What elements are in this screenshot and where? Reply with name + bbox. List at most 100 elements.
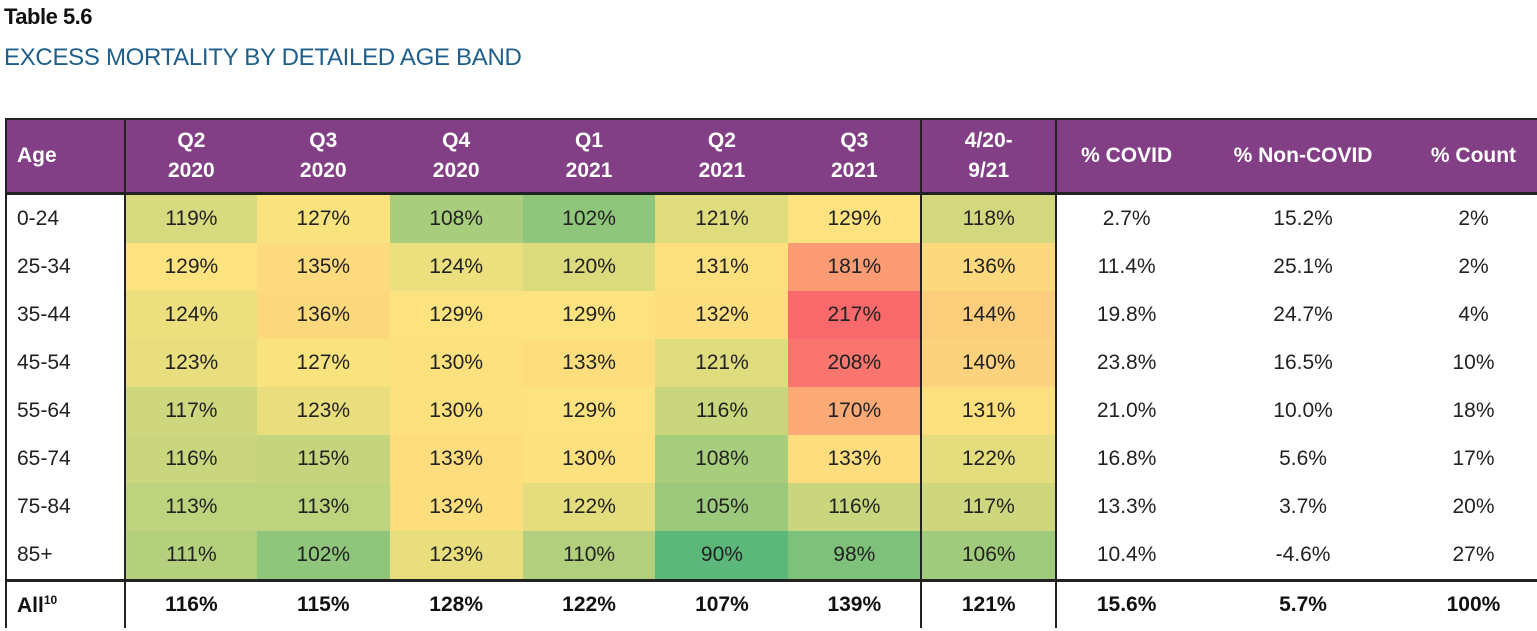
column-header-line2: 2020 [299,159,347,182]
heat-cell: 124% [124,291,257,339]
heat-cell: 131% [655,243,789,291]
pct-noncovid-cell: 5.6% [1279,447,1327,470]
pct-noncovid-cell: 15.2% [1273,207,1333,230]
heat-cell: 129% [522,387,656,435]
total-cell: 107% [655,579,789,628]
age-band: 55-64 [5,387,126,435]
column-header: Q2 2020 [124,119,257,194]
heat-cell: 132% [655,291,789,339]
total-label: All [17,593,44,617]
pct-count-cell: 17% [1452,447,1495,470]
pct-count-cell: 27% [1452,543,1495,566]
heat-cell: 123% [389,531,523,581]
column-header-line1: Q3 [309,129,338,152]
age-band: 65-74 [5,435,126,483]
age-band: 75-84 [5,483,126,531]
table-row: 0-24 119% 127% 108% 102% 121% 129% 118% 2.7% 15.2… [5,193,1537,243]
heat-cell: 136% [920,243,1058,291]
total-cell: 122% [522,579,656,628]
total-pct-covid: 15.6% [1056,579,1197,628]
column-header-line1: % Count [1430,144,1517,167]
pct-noncovid-cell: 16.5% [1273,351,1333,374]
table-row: 35-44 124% 136% 129% 129% 132% 217% 144% 19.8% 24… [5,291,1537,339]
table-row: 65-74 116% 115% 133% 130% 108% 133% 122% 16.8% 5.… [5,435,1537,483]
heat-cell: 108% [389,193,523,243]
column-header-line2: 2020 [168,159,215,182]
heat-cell: 117% [124,387,257,435]
heat-cell: 181% [788,243,922,291]
column-header: 4/20- 9/21 [920,119,1058,194]
heat-cell: 121% [655,339,789,387]
heat-cell: 102% [256,531,390,581]
pct-covid-cell: 16.8% [1096,447,1157,470]
heat-cell: 129% [389,291,523,339]
heat-cell: 130% [389,387,523,435]
column-header: % Non-COVID [1196,119,1410,194]
heat-cell: 102% [522,193,656,243]
column-header-line1: 4/20- [964,129,1013,152]
column-header: % Count [1409,119,1537,194]
total-cell: 128% [389,579,523,628]
pct-covid-cell: 23.8% [1096,351,1157,374]
pct-covid-cell: 21.0% [1096,399,1157,422]
heat-cell: 130% [522,435,656,483]
column-header: Q3 2021 [788,119,922,194]
column-header: Q3 2020 [256,119,390,194]
footnote-marker: 10 [43,592,58,607]
heat-cell: 129% [788,193,922,243]
heat-cell: 116% [124,435,257,483]
pct-count-cell: 4% [1458,303,1489,326]
heat-cell: 217% [788,291,922,339]
heat-cell: 120% [522,243,656,291]
column-header-line1: Q2 [707,129,736,152]
heat-cell: 144% [920,291,1058,339]
column-header-line1: Q2 [177,129,206,152]
excess-mortality-table: Age Q2 2020 Q3 2020 Q4 2020 Q1 2021 Q2 2021 Q3 2021 4… [5,118,1537,628]
heat-cell: 131% [920,387,1058,435]
age-band: 85+ [5,531,126,581]
heat-cell: 133% [389,435,523,483]
total-cell: 115% [256,579,390,628]
column-header-line1: % COVID [1081,144,1173,167]
heat-cell: 119% [124,193,257,243]
total-pct-noncovid: 5.7% [1196,579,1410,628]
heat-cell: 129% [124,243,257,291]
column-header-line2: 2021 [565,159,613,182]
age-band-total: All10 [5,579,126,628]
heat-cell: 135% [256,243,390,291]
table-row: 25-34 129% 135% 124% 120% 131% 181% 136% 11.4% 25… [5,243,1537,291]
column-header-line2: 2021 [830,159,878,182]
heat-cell: 124% [389,243,523,291]
pct-count-cell: 20% [1452,495,1495,518]
heat-cell: 111% [124,531,257,581]
heat-cell: 129% [522,291,656,339]
column-header: Q2 2021 [655,119,789,194]
heat-cell: 115% [256,435,390,483]
heat-cell: 116% [788,483,922,531]
column-header-line1: Q3 [840,129,869,152]
heat-cell: 121% [655,193,789,243]
pct-noncovid-cell: 24.7% [1273,303,1333,326]
heat-cell: 113% [124,483,257,531]
table-row: 85+ 111% 102% 123% 110% 90% 98% 106% 10.4% -4.6% 2… [5,531,1537,581]
heat-cell: 133% [522,339,656,387]
pct-noncovid-cell: 25.1% [1273,255,1333,278]
heat-cell: 106% [920,531,1058,581]
age-band: 0-24 [5,193,126,243]
pct-count-cell: 18% [1452,399,1495,422]
heat-cell: 170% [788,387,922,435]
column-header: % COVID [1056,119,1197,194]
heat-cell: 116% [655,387,789,435]
total-cell: 121% [920,579,1058,628]
pct-covid-cell: 10.4% [1096,543,1157,566]
total-cell: 116% [124,579,257,628]
column-header-line1: % Non-COVID [1233,144,1373,167]
heat-cell: 208% [788,339,922,387]
heat-cell: 123% [256,387,390,435]
pct-noncovid-cell: -4.6% [1275,543,1331,566]
pct-count-cell: 10% [1452,351,1495,374]
pct-covid-cell: 11.4% [1097,255,1156,278]
total-row: All10 116% 115% 128% 122% 107% 139% 121% 15.6% 5.… [5,579,1537,628]
heat-cell: 118% [920,193,1058,243]
table-row: 75-84 113% 113% 132% 122% 105% 116% 117% 13.3% 3.… [5,483,1537,531]
